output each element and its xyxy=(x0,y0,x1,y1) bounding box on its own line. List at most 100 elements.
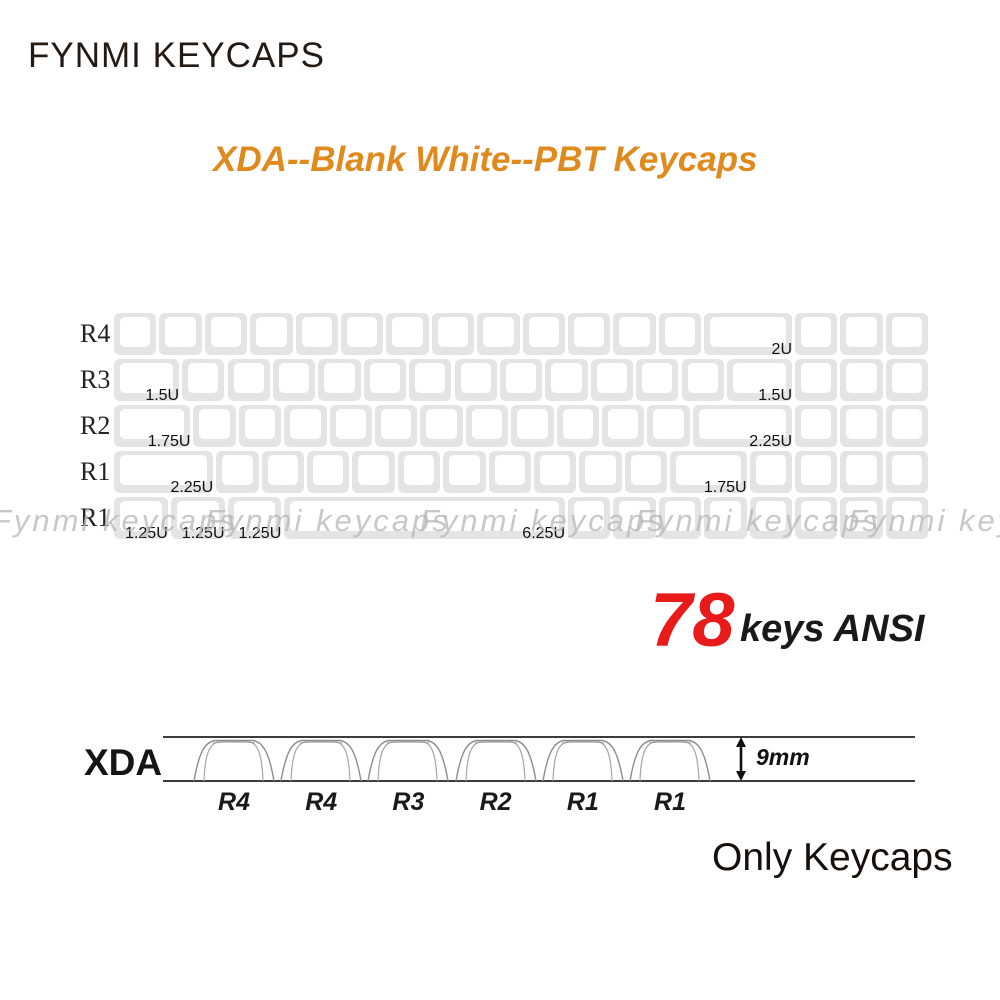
keycap xyxy=(568,313,611,355)
profile-row-label: R3 xyxy=(392,788,425,816)
brand-title: FYNMI KEYCAPS xyxy=(28,36,325,75)
keycap-top xyxy=(891,455,923,485)
row-label: R2 xyxy=(80,411,111,440)
keycap-top xyxy=(403,455,435,485)
keycap-top xyxy=(755,501,786,531)
keycap xyxy=(341,313,384,355)
keycap-top xyxy=(471,409,503,439)
keycap xyxy=(636,359,679,401)
keycap-top xyxy=(222,455,253,485)
keycap-top xyxy=(596,363,628,393)
keycap xyxy=(704,313,792,355)
keycap xyxy=(306,451,350,493)
keycap-top xyxy=(891,317,923,347)
keycap xyxy=(488,451,531,493)
row-label: R3 xyxy=(80,365,111,394)
keycap-top xyxy=(664,501,696,531)
height-label: 9mm xyxy=(756,744,810,770)
keycap-top xyxy=(120,501,162,531)
keycap-top xyxy=(120,317,151,347)
keycap xyxy=(795,313,838,355)
watermark-text: Fynmi keycaps xyxy=(205,503,451,538)
size-label: 1.5U xyxy=(145,387,180,404)
keycap xyxy=(522,313,565,355)
keycap xyxy=(329,405,373,447)
keycap-top xyxy=(664,317,696,347)
size-label: 1.25U xyxy=(125,525,168,542)
keycap-top xyxy=(301,317,332,347)
keycap xyxy=(204,313,248,355)
row-label: R4 xyxy=(80,319,111,348)
keycap xyxy=(795,497,838,539)
keycap-top xyxy=(437,317,469,347)
keycap xyxy=(670,451,747,493)
keycap xyxy=(477,313,520,355)
keycap-top xyxy=(505,363,537,393)
keycap xyxy=(885,313,929,355)
keycap xyxy=(840,313,883,355)
keycap-top xyxy=(312,455,344,485)
keycap xyxy=(840,405,883,447)
keycap-top xyxy=(233,501,276,531)
keycap-top xyxy=(449,455,480,485)
keycap-top xyxy=(335,409,367,439)
keycap-top xyxy=(539,455,571,485)
keycap xyxy=(238,405,282,447)
keycap xyxy=(590,359,634,401)
only-keycaps-label: Only Keycaps xyxy=(712,836,953,879)
keycap xyxy=(114,451,214,493)
keycap xyxy=(885,497,929,539)
keycap-top xyxy=(120,455,208,485)
size-label: 2U xyxy=(771,341,792,358)
size-label: 2.25U xyxy=(170,479,214,496)
keycap-top xyxy=(199,409,230,439)
watermark-text: Fynmi keycaps xyxy=(848,503,1000,538)
keycap-top xyxy=(801,501,832,531)
keycap xyxy=(363,359,407,401)
keycap xyxy=(227,359,270,401)
keyboard-diagram: R4 2U R3 1.5U 1.5U R2 1.75U 2.25U R1 2.25U 1.75U R1… xyxy=(80,313,931,542)
keycap-top xyxy=(801,363,832,393)
watermark-text: Fynmi keycaps xyxy=(635,503,881,538)
keycap-top xyxy=(846,409,877,439)
profile-top-line xyxy=(163,736,915,738)
keycap-top xyxy=(120,363,174,393)
keycap-top xyxy=(233,363,264,393)
keycap-top xyxy=(846,317,877,347)
keycap-top xyxy=(347,317,378,347)
keycap-top xyxy=(574,317,605,347)
profile-row-label: R1 xyxy=(654,788,686,816)
keycap-top xyxy=(619,317,650,347)
keycap-top xyxy=(676,455,741,485)
keycap xyxy=(624,451,668,493)
row-label: R1 xyxy=(80,503,111,532)
profile-keycap-icon xyxy=(193,739,275,781)
keycap xyxy=(602,405,645,447)
keycap-top xyxy=(176,501,219,531)
watermark-text: Fynmi keycaps xyxy=(0,503,238,538)
keycap-top xyxy=(244,409,276,439)
keycap-top xyxy=(392,317,423,347)
keycap xyxy=(114,313,157,355)
profile-keycap-icon xyxy=(454,739,537,781)
keycap-top xyxy=(891,363,923,393)
keycap-top xyxy=(630,455,662,485)
keycap xyxy=(840,497,883,539)
size-label: 1.25U xyxy=(238,525,282,542)
keycap xyxy=(375,405,418,447)
keycap xyxy=(579,451,622,493)
keycap-top xyxy=(846,455,877,485)
keycap xyxy=(795,451,838,493)
keycap xyxy=(499,359,543,401)
key-count-suffix: keys ANSI xyxy=(740,608,925,650)
keycap-top xyxy=(891,501,923,531)
keycap xyxy=(556,405,600,447)
keycap-top xyxy=(801,317,832,347)
keycap xyxy=(352,451,395,493)
keycap-top xyxy=(755,455,786,485)
keycap xyxy=(318,359,361,401)
keycap-top xyxy=(324,363,355,393)
profile-keycap-icon xyxy=(542,739,624,781)
profile-keycap-icon xyxy=(367,739,450,781)
keycap xyxy=(613,497,656,539)
